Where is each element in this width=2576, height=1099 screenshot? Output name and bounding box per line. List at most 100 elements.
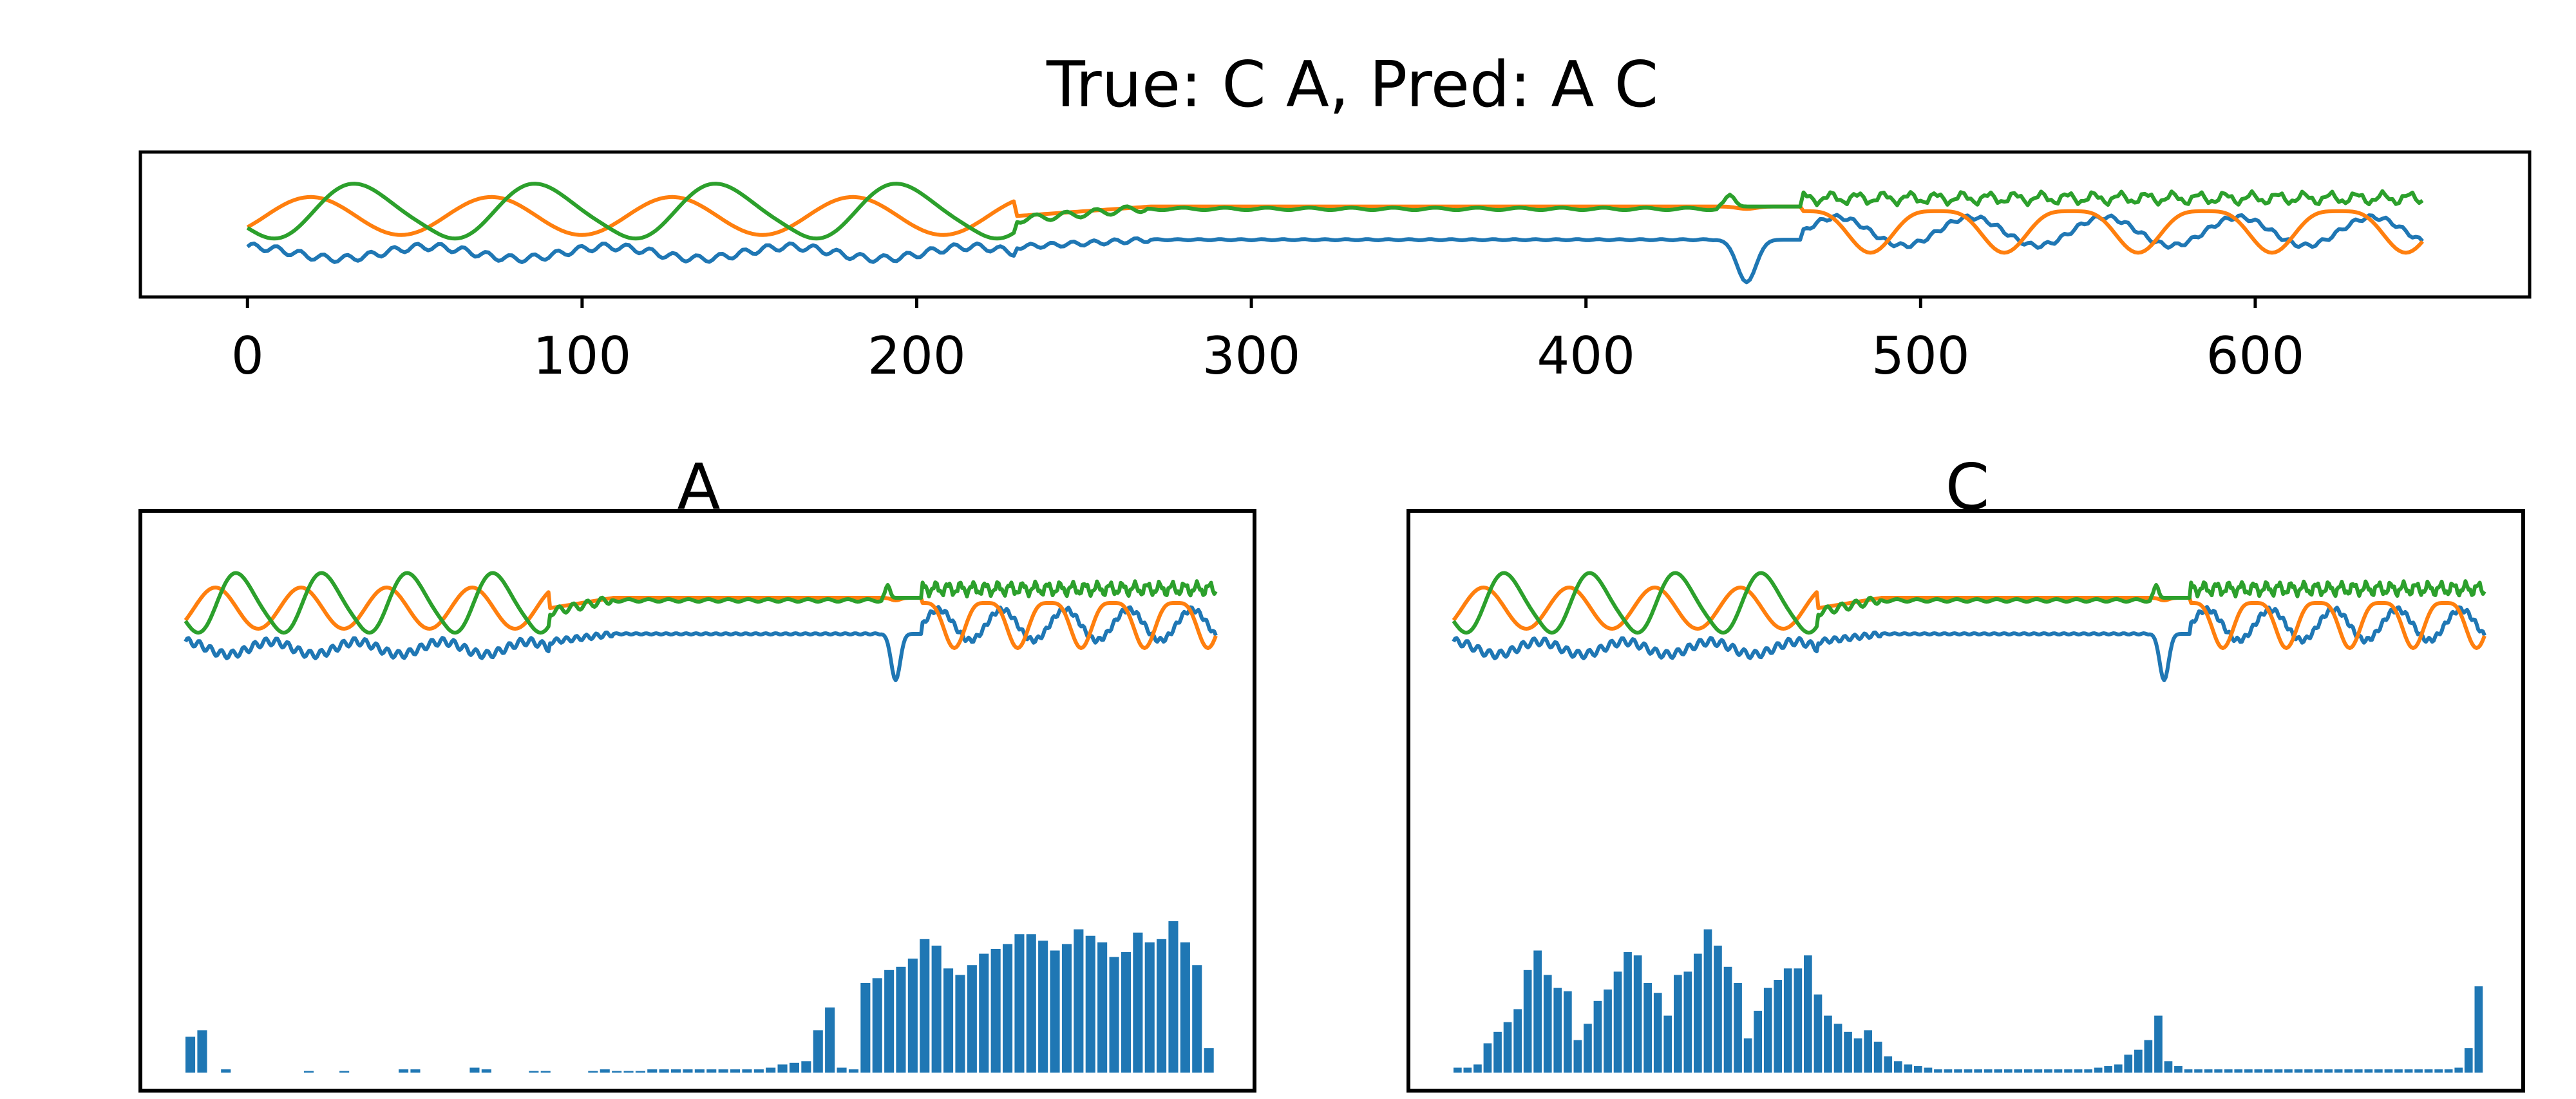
panel-a-attention-bar bbox=[197, 1030, 207, 1073]
panel-c-attention-bar bbox=[2354, 1069, 2363, 1073]
panel-c-attention-bar bbox=[2234, 1069, 2243, 1073]
panel-c-attention-bar bbox=[2034, 1069, 2043, 1073]
panel-c-attention-bar bbox=[1703, 929, 1712, 1073]
panel-a-attention-bar bbox=[789, 1062, 799, 1073]
panel-a-attention-bar bbox=[943, 968, 954, 1073]
panel-a-attention-bar bbox=[1097, 942, 1108, 1073]
panel-c-attention-bar bbox=[2094, 1067, 2103, 1073]
panel-c-attention-bar bbox=[1783, 968, 1792, 1073]
panel-c-attention-bar bbox=[2174, 1066, 2183, 1073]
panel-a-frame bbox=[138, 509, 1256, 1093]
panel-a-attention-bar bbox=[600, 1069, 610, 1073]
panel-c-attention-bar bbox=[1924, 1067, 1933, 1073]
panel-a-attention-bar bbox=[967, 965, 977, 1073]
panel-c-attention-bar bbox=[1573, 1040, 1582, 1073]
panel-c-attention-bar bbox=[2424, 1069, 2433, 1073]
panel-a-attention-bar bbox=[920, 939, 930, 1073]
panel-c-attention-bar bbox=[2334, 1069, 2343, 1073]
panel-a-attention-bar bbox=[303, 1071, 314, 1073]
panel-c-attention-bar bbox=[1734, 983, 1742, 1073]
panel-a-title: A bbox=[677, 451, 720, 524]
panel-c-attention-bar bbox=[1584, 1024, 1592, 1073]
panel-c-attention-bar bbox=[2214, 1069, 2222, 1073]
panel-a-attention-bar bbox=[1157, 939, 1167, 1073]
panel-a-attention-bar bbox=[753, 1069, 764, 1073]
panel-c-attention-bar bbox=[1653, 993, 1662, 1073]
panel-c-attention-bar bbox=[2184, 1069, 2193, 1073]
panel-c-attention-bar bbox=[1624, 952, 1632, 1073]
panel-c-attention-bar bbox=[2384, 1069, 2393, 1073]
panel-a-attention-bar bbox=[1192, 965, 1202, 1073]
panel-c-attention-bar bbox=[2064, 1069, 2072, 1073]
panel-c-attention-bar bbox=[2164, 1061, 2173, 1073]
panel-a-attention-bar bbox=[1026, 934, 1036, 1073]
panel-a-attention-bar bbox=[1014, 934, 1025, 1073]
x-tick-label: 0 bbox=[231, 326, 264, 386]
panel-c-attention-bar bbox=[2003, 1069, 2012, 1073]
panel-c-attention-bar bbox=[2054, 1069, 2063, 1073]
panel-a-attention-bar bbox=[837, 1067, 847, 1073]
panel-c-attention-bar bbox=[1674, 975, 1682, 1073]
panel-c-attention-bar bbox=[1473, 1064, 1482, 1073]
panel-c-attention-bar bbox=[2224, 1069, 2233, 1073]
panel-c-attention-bar bbox=[2344, 1069, 2353, 1073]
panel-c-attention-bar bbox=[2154, 1015, 2163, 1073]
panel-c-attention-bar bbox=[1824, 1015, 1832, 1073]
panel-a-attention-bar bbox=[647, 1069, 658, 1073]
panel-a-attention-bar bbox=[1050, 950, 1060, 1073]
panel-a-attention-bar bbox=[635, 1071, 645, 1073]
panel-a-line-series-1 bbox=[184, 605, 1218, 682]
panel-c-attention-bar bbox=[1864, 1030, 1872, 1073]
panel-a-attention-bar bbox=[979, 953, 989, 1073]
panel-c-attention-bar bbox=[2414, 1069, 2423, 1073]
panel-c-attention-bar bbox=[1463, 1067, 1472, 1073]
panel-a-attention-bar bbox=[221, 1069, 231, 1073]
panel-a-attention-bar bbox=[1061, 944, 1072, 1073]
panel-c-attention-bar bbox=[2134, 1049, 2143, 1073]
panel-c-attention-bar bbox=[1904, 1064, 1913, 1073]
panel-a-line-series-3 bbox=[184, 571, 1218, 635]
panel-a-attention-bar bbox=[706, 1069, 717, 1073]
panel-c-attention-bar bbox=[2274, 1069, 2283, 1073]
panel-c-attention-bar bbox=[1984, 1069, 1993, 1073]
panel-c-attention-bar bbox=[1714, 945, 1722, 1073]
panel-a-attention-bar bbox=[1109, 957, 1119, 1073]
panel-a-attention-bar bbox=[481, 1069, 491, 1073]
panel-a-attention-bar bbox=[1180, 942, 1190, 1073]
panel-c-attention-bar bbox=[1683, 971, 1692, 1073]
panel-a-attention-bar bbox=[931, 945, 942, 1073]
x-tick-label: 100 bbox=[533, 326, 632, 386]
panel-c-attention-bar bbox=[1754, 1011, 1762, 1073]
top-plot-lines bbox=[246, 182, 2424, 285]
panel-a-attention-bar bbox=[588, 1071, 598, 1073]
panel-c-attention-bar bbox=[2044, 1069, 2052, 1073]
panel-c-attention-bar bbox=[1994, 1069, 2003, 1073]
panel-c-attention-bar bbox=[2114, 1064, 2123, 1073]
panel-c-attention-bar bbox=[1804, 955, 1812, 1073]
panel-c-attention-bar bbox=[1643, 983, 1652, 1073]
top-line-series-1 bbox=[246, 213, 2424, 285]
panel-c-attention-bar bbox=[1593, 1000, 1602, 1073]
panel-a-attention-bar bbox=[1085, 935, 1095, 1073]
panel-a-attention-bar bbox=[399, 1069, 409, 1073]
panel-c-attention-bar bbox=[1884, 1056, 1893, 1073]
panel-a-attention-bar bbox=[1133, 932, 1143, 1073]
panel-a-attention-bar bbox=[813, 1030, 823, 1073]
panel-c-attention-bar bbox=[1513, 1009, 1522, 1073]
panel-a-bars bbox=[185, 921, 1214, 1073]
panel-c-attention-bar bbox=[2294, 1069, 2303, 1073]
panel-c-attention-bar bbox=[1604, 989, 1612, 1073]
panel-c-attention-bar bbox=[1743, 1038, 1752, 1073]
panel-c-attention-bar bbox=[1564, 991, 1572, 1073]
panel-c-lines bbox=[1452, 571, 2486, 682]
panel-a-attention-bar bbox=[1121, 952, 1131, 1073]
panel-c-attention-bar bbox=[1893, 1061, 1902, 1073]
panel-a-attention-bar bbox=[730, 1069, 741, 1073]
panel-a-attention-bar bbox=[777, 1064, 788, 1073]
panel-c-attention-bar bbox=[2084, 1069, 2092, 1073]
panel-c-attention-bar bbox=[1934, 1069, 1942, 1073]
panel-a-attention-bar bbox=[801, 1061, 811, 1073]
top-x-axis: 0 100 200 300 400 500 600 bbox=[231, 297, 2304, 386]
panel-c-bars bbox=[1454, 929, 2483, 1073]
panel-c-line-series-1 bbox=[1452, 605, 2486, 682]
